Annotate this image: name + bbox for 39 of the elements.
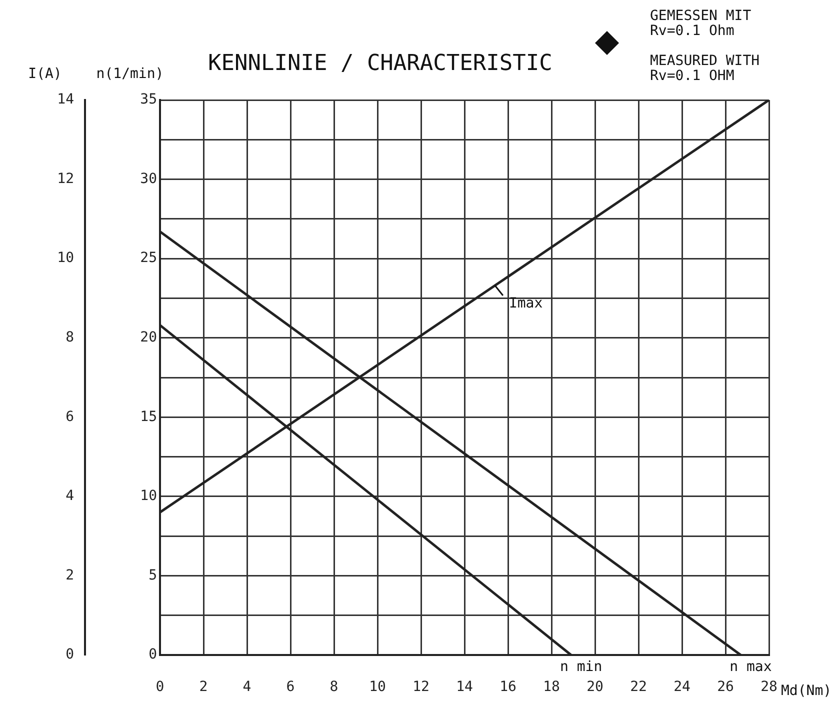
y-tick-label: 10 (140, 488, 157, 504)
y2-tick-label: 14 (57, 92, 74, 108)
x-tick-label: 6 (286, 679, 295, 696)
x-tick-label: 8 (330, 679, 338, 696)
y2-axis-title: I(A) (28, 66, 62, 82)
y-tick-label: 35 (140, 92, 157, 108)
x-tick-label: 26 (717, 679, 734, 696)
y2-tick-label: 12 (57, 170, 74, 187)
text: GEMESSEN MIT Rv=0.1 Ohm (650, 8, 752, 39)
y2-tick-label: 4 (66, 488, 74, 504)
series-label: n max (730, 659, 772, 675)
y2-tick-label: 10 (57, 250, 74, 266)
y-axis-title: n(1/min) (96, 66, 164, 82)
x-tick-label: 4 (242, 679, 252, 696)
y-tick-label: 25 (140, 250, 157, 266)
x-tick-label: 22 (630, 679, 647, 696)
y2-tick-label: 8 (66, 330, 74, 346)
x-tick-label: 2 (199, 679, 208, 696)
x-axis-title: Md(Nm) (781, 683, 832, 699)
x-tick-label: 14 (456, 679, 473, 696)
x-tick-label: 20 (586, 679, 604, 696)
x-tick-label: 24 (674, 679, 690, 696)
series-label: Imax (508, 296, 543, 312)
x-tick-label: 18 (543, 679, 560, 696)
x-tick-label: 16 (500, 679, 516, 696)
y-tick-label: 20 (140, 330, 157, 346)
y-tick-label: 15 (140, 408, 157, 425)
x-tick-label: 12 (412, 679, 430, 696)
x-tick-label: 10 (369, 679, 386, 696)
series-label: n min (560, 659, 602, 675)
y-tick-label: 5 (148, 567, 157, 584)
chart-title: KENNLINIE / CHARACTERISTIC (208, 51, 552, 76)
y2-tick-label: 6 (66, 408, 74, 425)
y2-tick-label: 2 (66, 567, 74, 584)
y-tick-label: 30 (140, 170, 157, 187)
y-tick-label: 0 (148, 646, 157, 663)
text: MEASURED WITH Rv=0.1 OHM (650, 53, 760, 84)
y2-tick-label: 0 (66, 646, 74, 663)
x-tick-label: 28 (760, 679, 778, 696)
